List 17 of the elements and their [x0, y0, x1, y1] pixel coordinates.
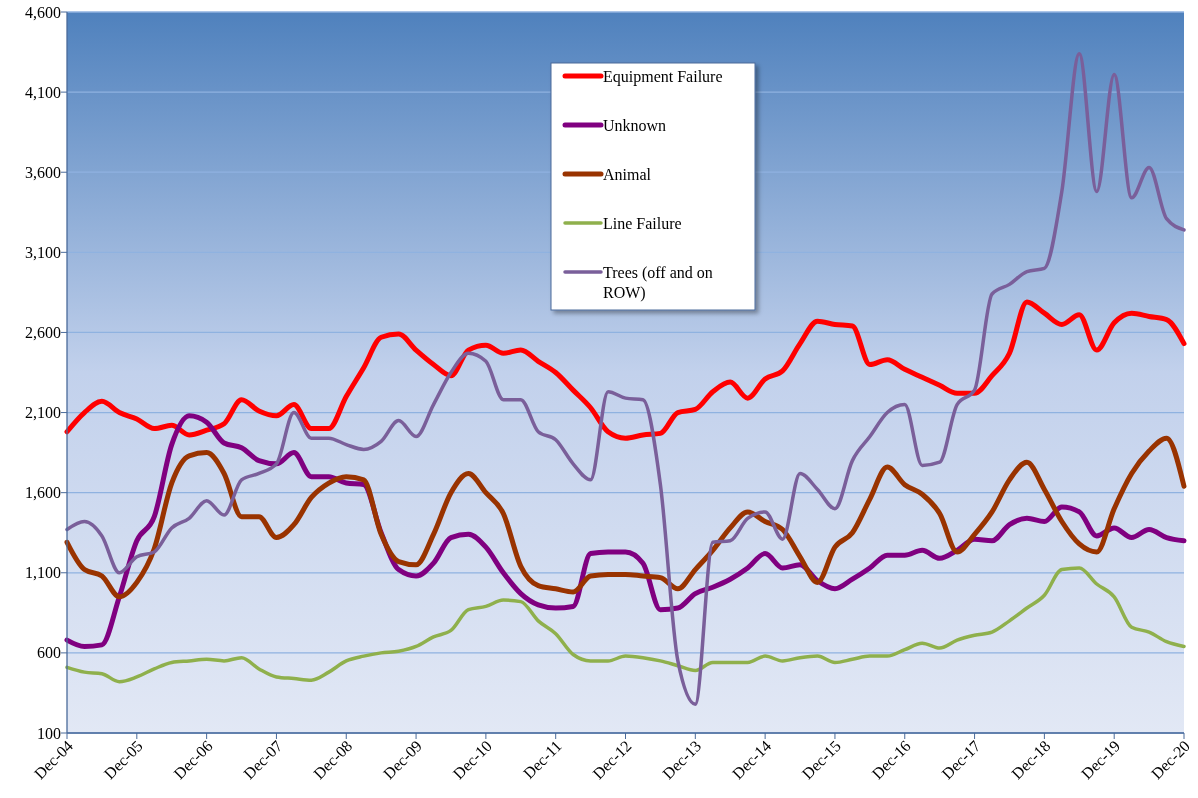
- y-tick-label: 2,600: [25, 324, 61, 342]
- y-tick-label: 100: [37, 724, 61, 742]
- y-tick-label: 600: [37, 644, 61, 662]
- line-series: [65, 51, 1186, 706]
- y-tick-label: 1,600: [25, 484, 61, 502]
- line-series: [65, 566, 1186, 684]
- y-tick-label: 3,600: [25, 163, 61, 181]
- legend-label: Equipment Failure: [603, 67, 723, 86]
- legend-label: Line Failure: [603, 214, 682, 232]
- y-tick-label: 1,100: [25, 564, 61, 582]
- legend-label: Animal: [603, 165, 652, 183]
- y-tick-label: 4,100: [25, 83, 61, 101]
- y-tick-label: 4,600: [25, 3, 61, 21]
- y-tick-label: 2,100: [25, 404, 61, 422]
- legend-label: Unknown: [603, 116, 667, 134]
- legend-label: Trees (off and on ROW): [603, 263, 713, 303]
- y-tick-label: 3,100: [25, 243, 61, 261]
